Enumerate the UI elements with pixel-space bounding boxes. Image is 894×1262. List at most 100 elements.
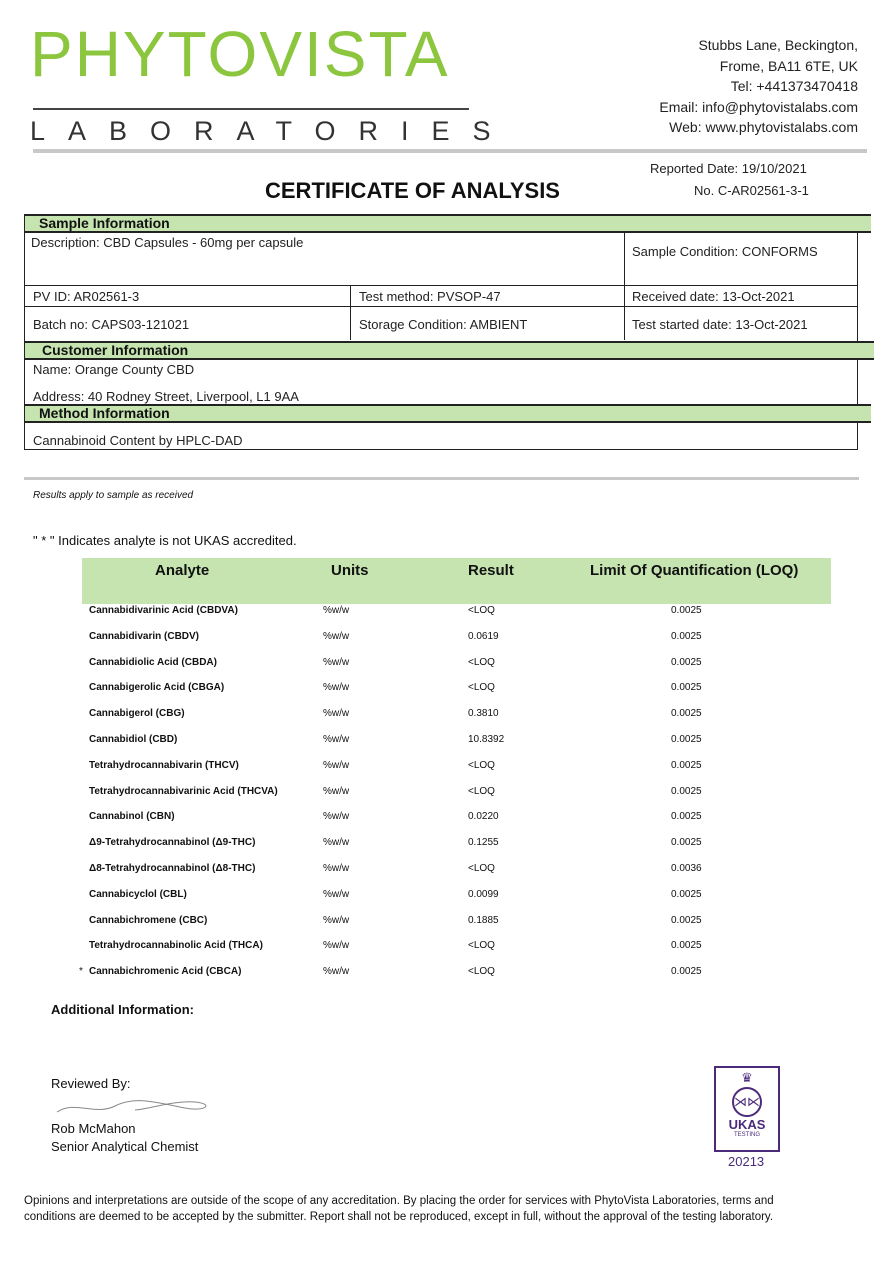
table-row: Cannabigerol (CBG) %w/w 0.3810 0.0025 (0, 708, 894, 728)
result: 0.0619 (468, 630, 499, 642)
result: <LOQ (468, 605, 495, 616)
customer-address: Address: 40 Rodney Street, Liverpool, L1… (33, 389, 299, 404)
units: %w/w (323, 656, 350, 668)
page-title: CERTIFICATE OF ANALYSIS (265, 178, 560, 203)
table-row: Tetrahydrocannabivarin (THCV) %w/w <LOQ 0.0… (0, 760, 894, 780)
sample-info-box: Sample Information Description: CBD Caps… (24, 214, 874, 450)
signature (55, 1096, 215, 1118)
table-row: Cannabigerolic Acid (CBGA) %w/w <LOQ 0.0025 (0, 682, 894, 702)
analyte-name: Tetrahydrocannabivarin (THCV) (89, 759, 239, 771)
analyte-name: Cannabicyclol (CBL) (89, 888, 187, 900)
loq: 0.0025 (671, 708, 702, 720)
loq: 0.0025 (671, 966, 702, 978)
table-row: Cannabicyclol (CBL) %w/w 0.0099 0.0025 (0, 889, 894, 909)
result: 0.3810 (468, 708, 499, 720)
address-line: Email: info@phytovistalabs.com (659, 98, 858, 115)
ukas-emblem-icon: ⋊⋉ (732, 1087, 762, 1117)
table-row: Tetrahydrocannabinolic Acid (THCA) %w/w <L… (0, 940, 894, 960)
test-method: Test method: PVSOP-47 (359, 289, 501, 304)
analyte-name: Tetrahydrocannabivarinic Acid (THCVA) (89, 785, 278, 797)
units: %w/w (323, 940, 350, 952)
ukas-badge: ♛ ⋊⋉ UKAS TESTING (714, 1066, 780, 1152)
analyte-name: Cannabidivarinic Acid (CBDVA) (89, 605, 238, 616)
loq: 0.0025 (671, 682, 702, 694)
lab-address: Stubbs Lane, Beckington, Frome, BA11 6TE… (659, 35, 858, 138)
units: %w/w (323, 759, 350, 771)
results-table-header: Analyte Units Result Limit Of Quantifica… (82, 558, 831, 604)
analyte-name: Δ8-Tetrahydrocannabinol (Δ8-THC) (89, 863, 256, 874)
table-row: * Cannabichromenic Acid (CBCA) %w/w <LOQ 0.0… (0, 966, 894, 986)
logo-wordmark: PHYTOVISTA (30, 18, 450, 90)
result: <LOQ (468, 759, 495, 771)
units: %w/w (323, 966, 350, 978)
result: <LOQ (468, 863, 495, 874)
loq: 0.0025 (671, 837, 702, 849)
table-row: Cannabidiolic Acid (CBDA) %w/w <LOQ 0.0025 (0, 657, 894, 677)
header-divider (33, 149, 867, 153)
units: %w/w (323, 605, 350, 616)
loq: 0.0025 (671, 734, 702, 745)
col-analyte: Analyte (155, 562, 210, 579)
units: %w/w (323, 888, 350, 900)
table-row: Δ8-Tetrahydrocannabinol (Δ8-THC) %w/w <LOQ… (0, 863, 894, 883)
crown-icon: ♛ (741, 1070, 753, 1085)
result: 0.0099 (468, 888, 499, 900)
table-row: Δ9-Tetrahydrocannabinol (Δ9-THC) %w/w 0.12… (0, 837, 894, 857)
units: %w/w (323, 914, 350, 926)
section-divider (24, 477, 859, 480)
col-result: Result (468, 562, 514, 579)
analyte-name: Δ9-Tetrahydrocannabinol (Δ9-THC) (89, 837, 256, 849)
result: 0.0220 (468, 811, 499, 823)
address-line: Web: www.phytovistalabs.com (669, 119, 858, 135)
units: %w/w (323, 837, 350, 849)
additional-info-label: Additional Information: (51, 1002, 194, 1017)
sample-info-header: Sample Information (25, 214, 871, 233)
logo-subtitle: LABORATORIES (30, 116, 514, 146)
loq: 0.0025 (671, 914, 702, 926)
result: <LOQ (468, 785, 495, 797)
ukas-note: " * " Indicates analyte is not UKAS accr… (33, 533, 297, 548)
analyte-name: Cannabidiol (CBD) (89, 734, 178, 745)
method-value: Cannabinoid Content by HPLC-DAD (33, 433, 243, 448)
result: <LOQ (468, 966, 495, 978)
ukas-sub: TESTING (733, 1132, 760, 1138)
reviewed-by-label: Reviewed By: (51, 1076, 131, 1091)
table-row: Cannabinol (CBN) %w/w 0.0220 0.0025 (0, 811, 894, 831)
analyte-name: Cannabidivarin (CBDV) (89, 630, 200, 642)
analyte-name: Tetrahydrocannabinolic Acid (THCA) (89, 940, 263, 952)
analyte-name: Cannabigerolic Acid (CBGA) (89, 682, 225, 694)
result: <LOQ (468, 682, 495, 694)
result: <LOQ (468, 656, 495, 668)
reported-date: Reported Date: 19/10/2021 (650, 161, 807, 176)
address-line: Frome, BA11 6TE, UK (719, 57, 858, 74)
reviewer-role: Senior Analytical Chemist (51, 1139, 199, 1154)
units: %w/w (323, 734, 350, 745)
loq: 0.0025 (671, 785, 702, 797)
loq: 0.0025 (671, 630, 702, 642)
units: %w/w (323, 785, 350, 797)
table-row: Tetrahydrocannabivarinic Acid (THCVA) %w/… (0, 786, 894, 806)
analyte-name: Cannabinol (CBN) (89, 811, 175, 823)
sample-description: Description: CBD Capsules - 60mg per cap… (31, 235, 304, 250)
customer-name: Name: Orange County CBD (33, 362, 195, 377)
units: %w/w (323, 811, 350, 823)
row-mark: * (79, 966, 83, 978)
col-loq: Limit Of Quantification (LOQ) (590, 562, 799, 579)
loq: 0.0025 (671, 888, 702, 900)
loq: 0.0025 (671, 759, 702, 771)
ukas-text: UKAS (728, 1117, 766, 1132)
loq: 0.0025 (671, 656, 702, 668)
test-started-date: Test started date: 13-Oct-2021 (632, 317, 808, 332)
units: %w/w (323, 708, 350, 720)
loq: 0.0025 (671, 940, 702, 952)
loq: 0.0025 (671, 605, 702, 616)
result: 0.1885 (468, 914, 499, 926)
method-info-header: Method Information (25, 404, 871, 423)
result: <LOQ (468, 940, 495, 952)
footer-disclaimer: Opinions and interpretations are outside… (24, 1195, 774, 1223)
storage-condition: Storage Condition: AMBIENT (359, 317, 528, 332)
analyte-name: Cannabichromenic Acid (CBCA) (89, 966, 242, 978)
analyte-name: Cannabidiolic Acid (CBDA) (89, 656, 217, 668)
address-line: Stubbs Lane, Beckington, (698, 37, 858, 53)
